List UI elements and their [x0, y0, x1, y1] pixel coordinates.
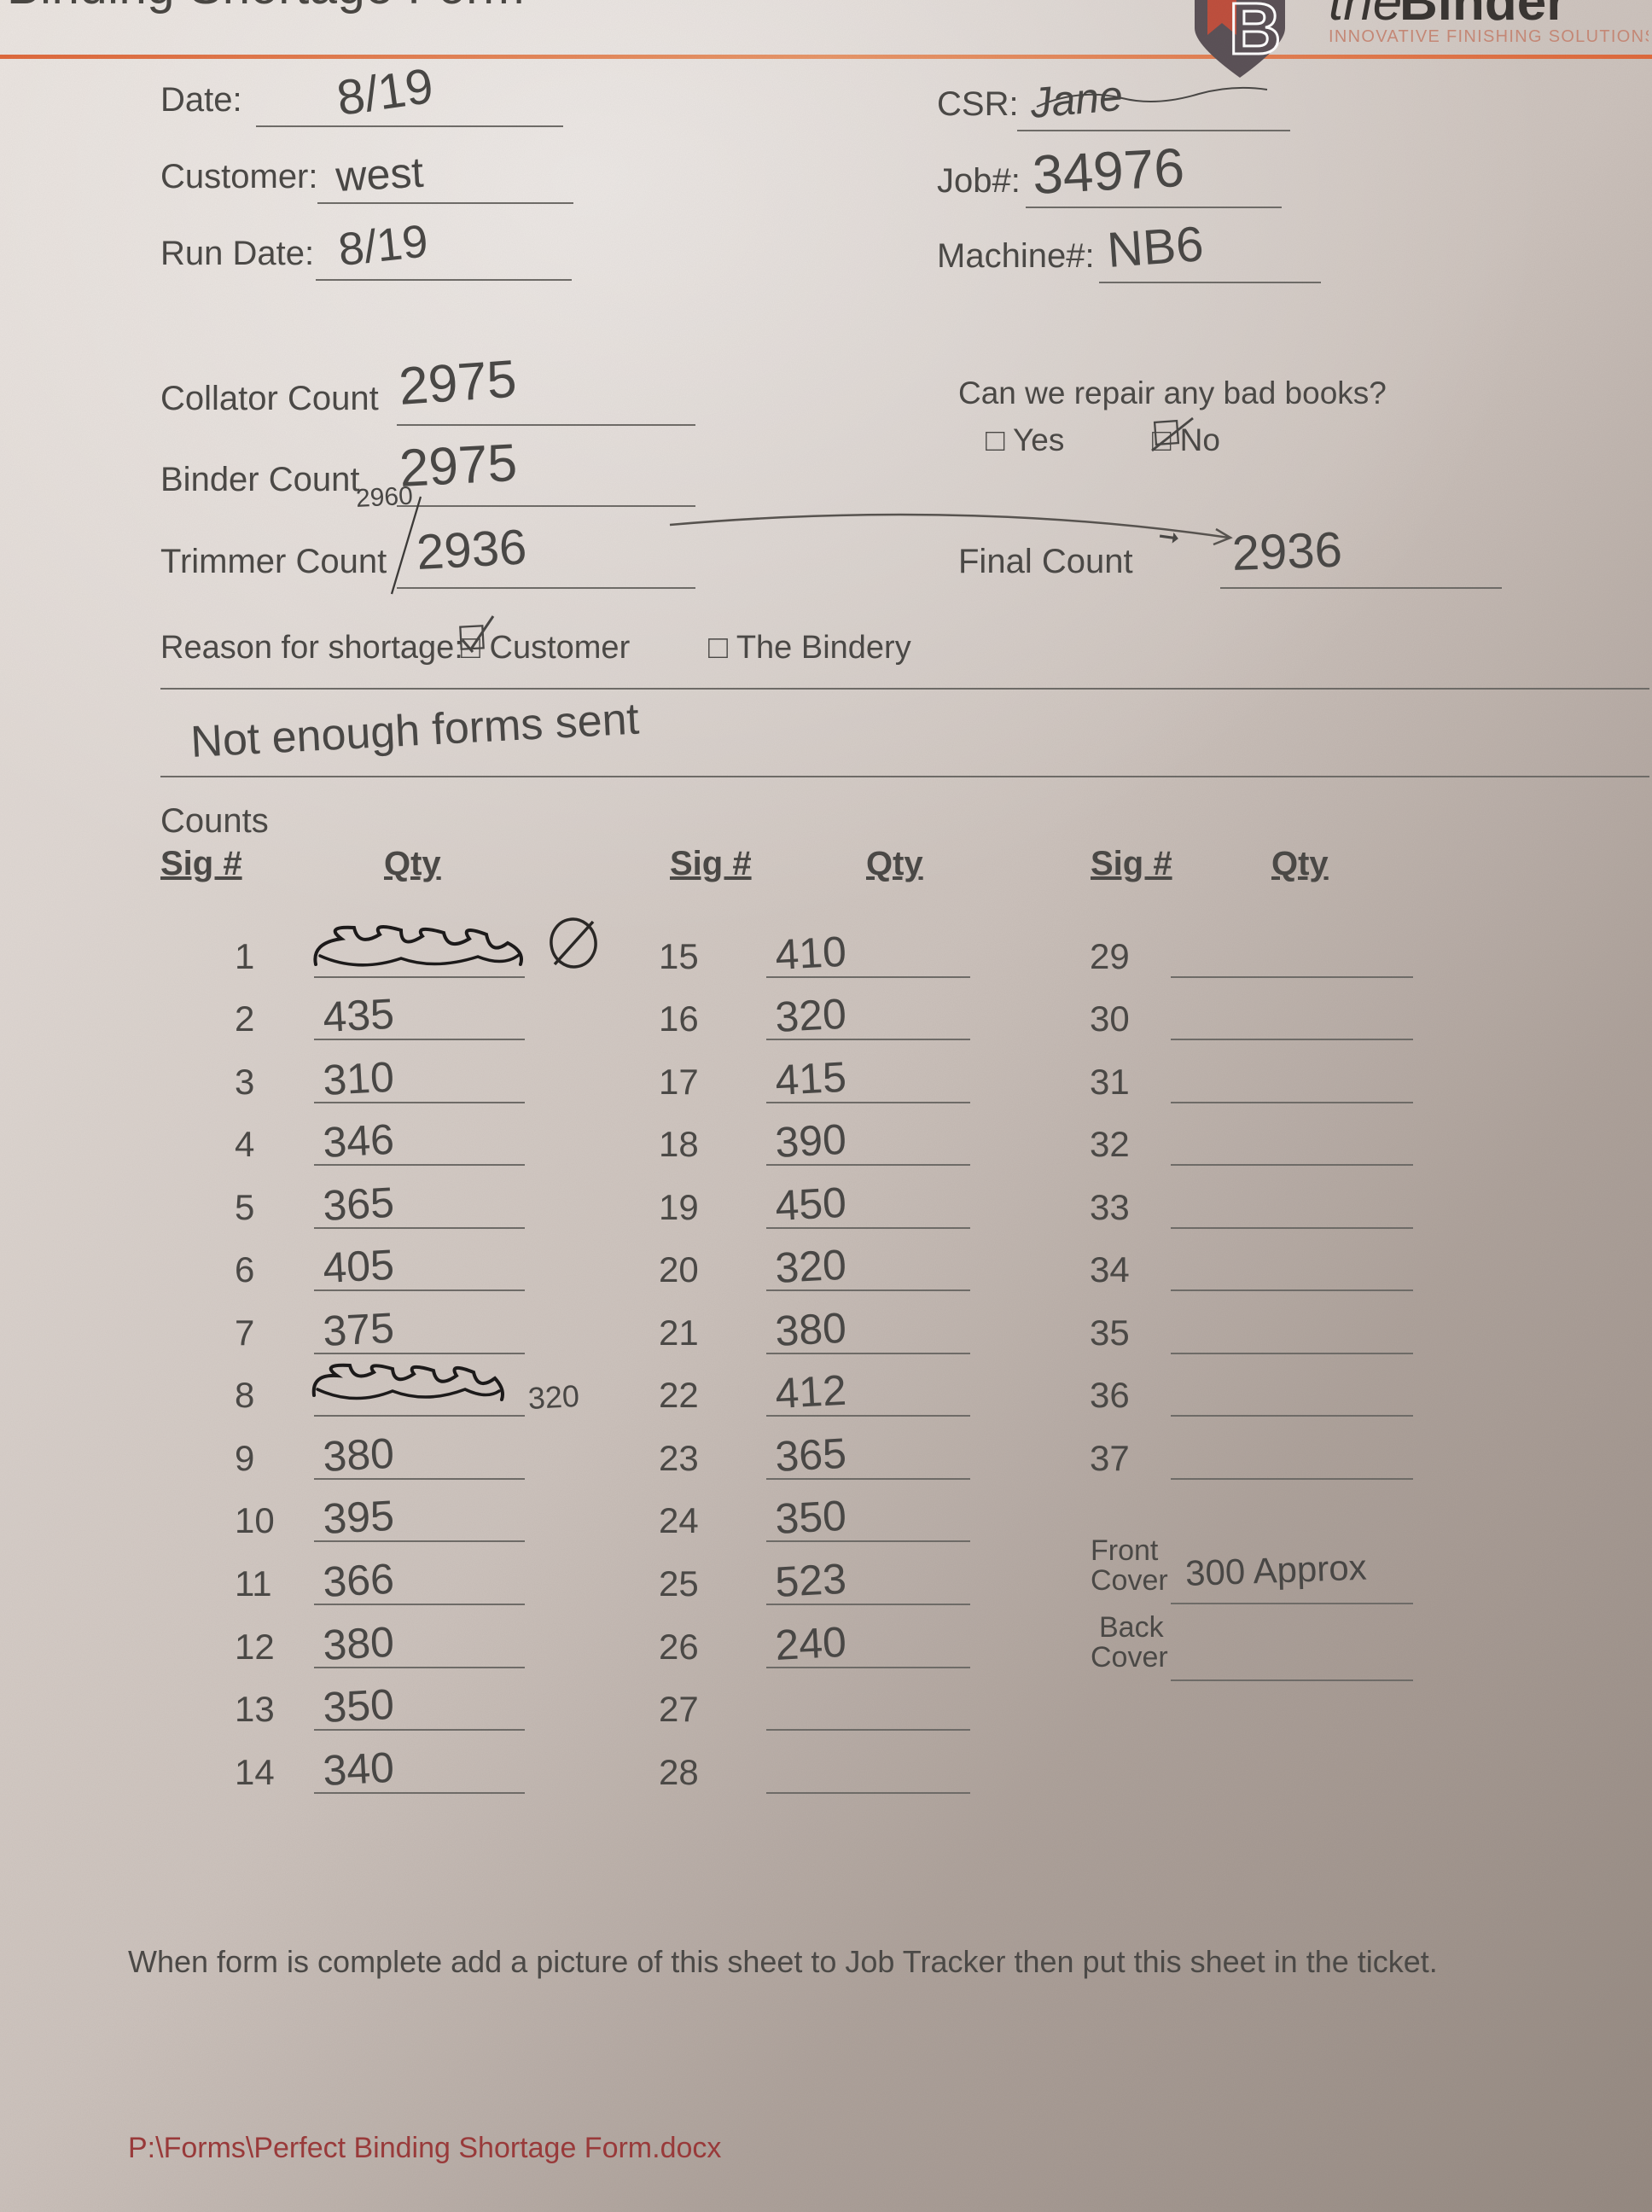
svg-text:INNOVATIVE FINISHING SOLUTIONS: INNOVATIVE FINISHING SOLUTIONS [1329, 27, 1649, 46]
svg-text:B: B [1229, 0, 1281, 70]
